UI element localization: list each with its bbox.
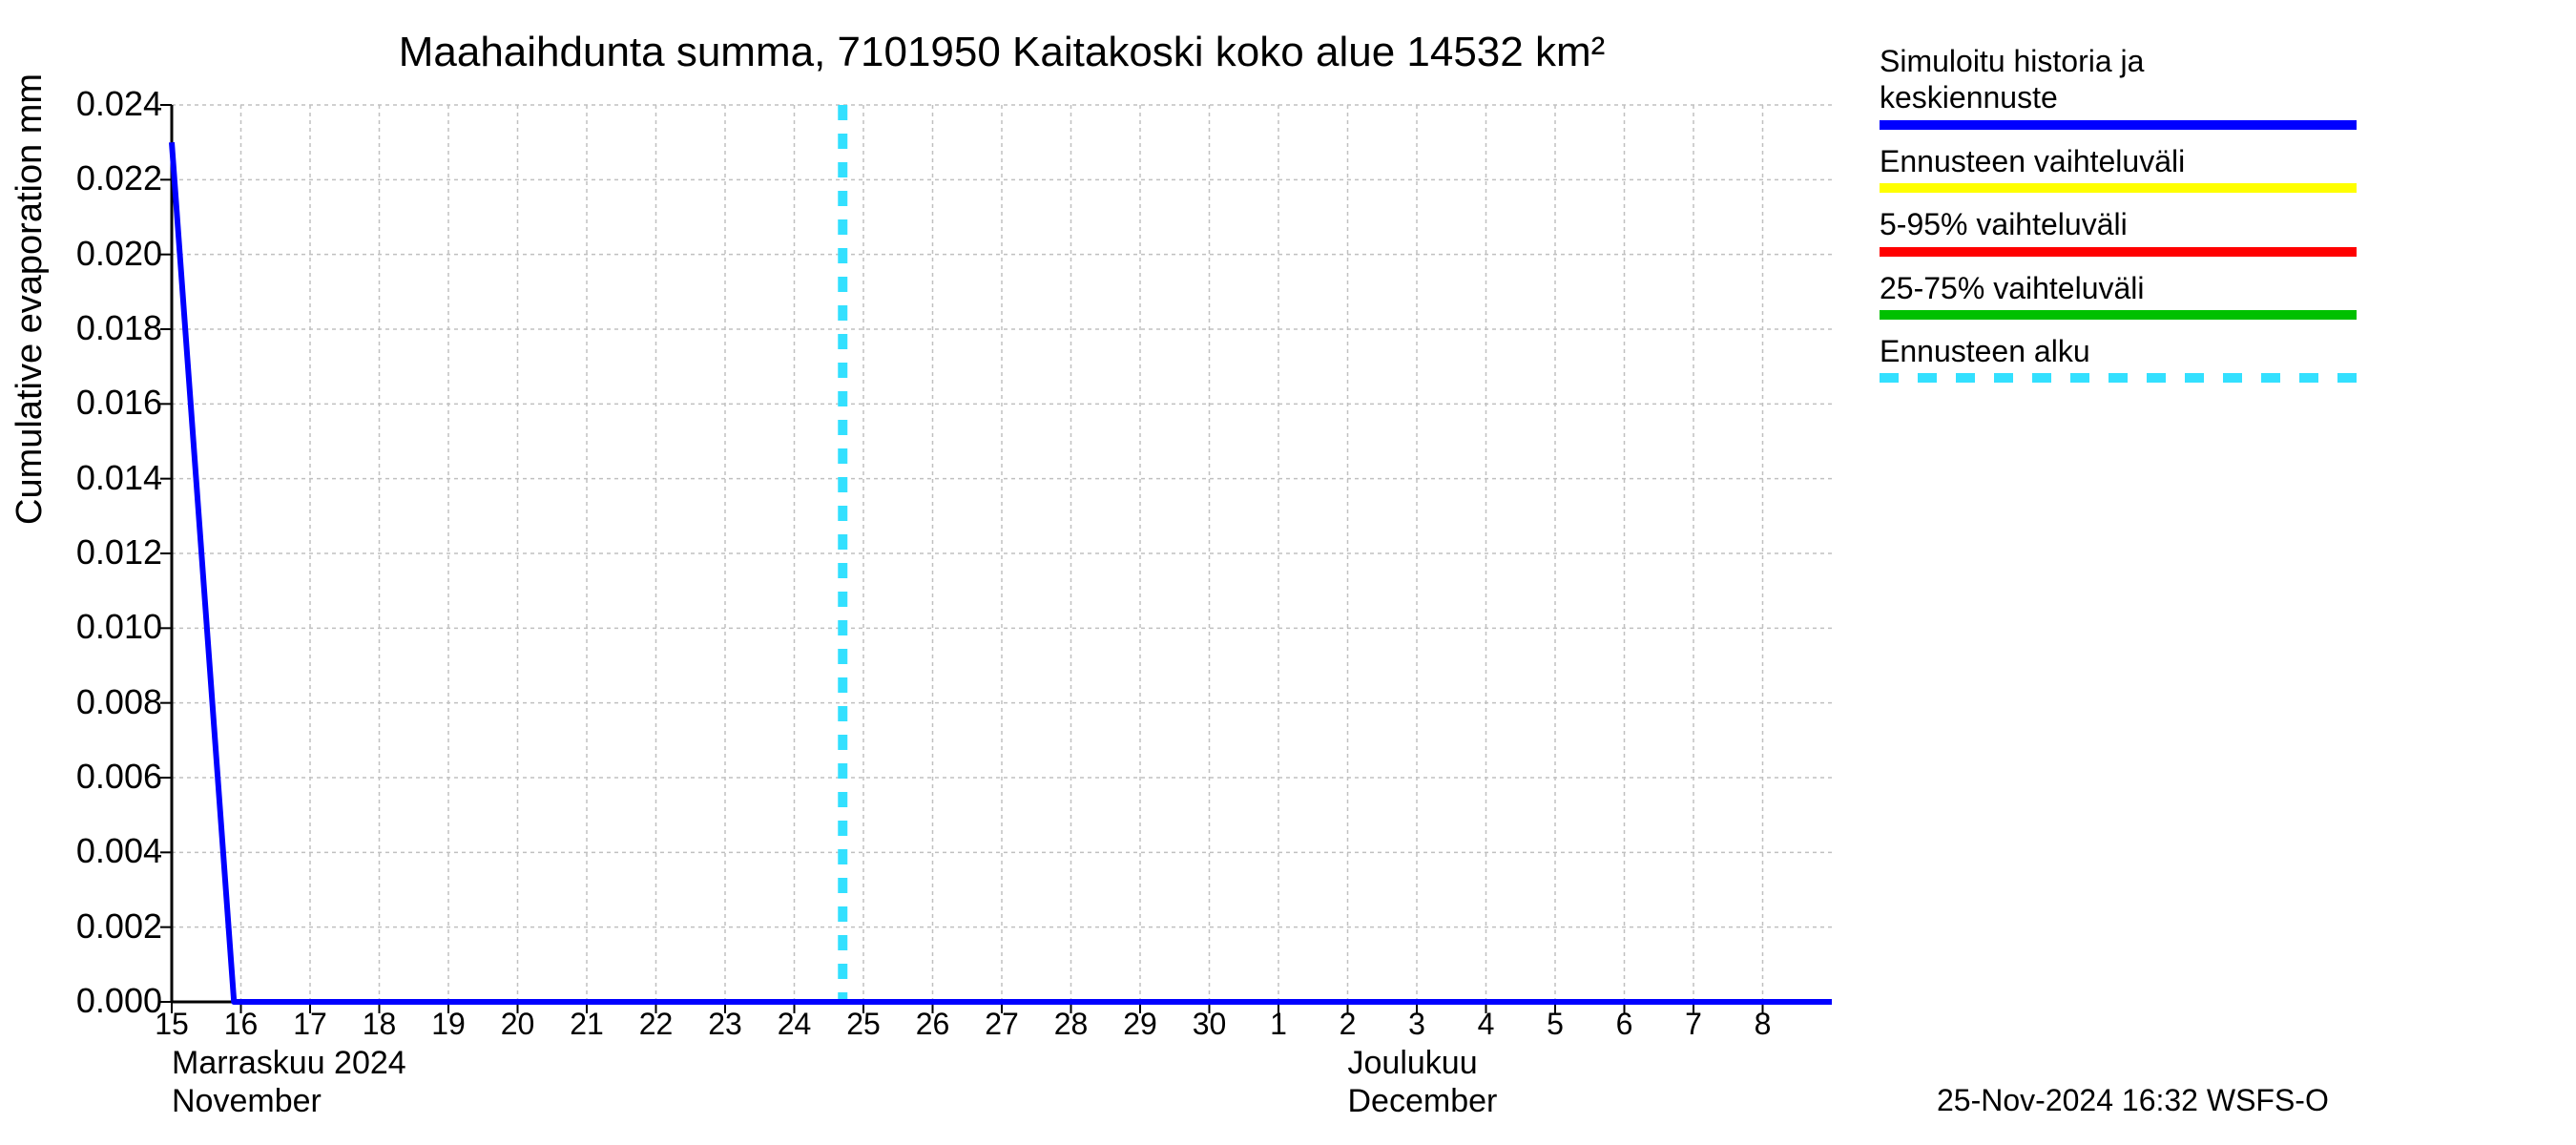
x-tick-label: 18 — [363, 1007, 397, 1042]
x-tick-label: 17 — [293, 1007, 327, 1042]
chart-container: Maahaihdunta summa, 7101950 Kaitakoski k… — [0, 0, 2576, 1145]
legend-entry: Ennusteen alku — [1880, 333, 2376, 383]
x-tick-label: 6 — [1616, 1007, 1633, 1042]
legend-entry: 25-75% vaihteluväli — [1880, 270, 2376, 320]
x-group1-bottom: November — [172, 1083, 322, 1120]
y-tick-label: 0.000 — [19, 981, 162, 1021]
legend-label: 25-75% vaihteluväli — [1880, 270, 2376, 306]
legend-swatch — [1880, 247, 2357, 257]
x-tick-label: 1 — [1270, 1007, 1287, 1042]
legend: Simuloitu historia jakeskiennuste Ennuste… — [1880, 43, 2376, 396]
x-tick-label: 28 — [1054, 1007, 1089, 1042]
footer-timestamp: 25-Nov-2024 16:32 WSFS-O — [1937, 1083, 2329, 1118]
legend-swatch — [1880, 310, 2357, 320]
x-tick-label: 24 — [778, 1007, 812, 1042]
x-tick-label: 27 — [985, 1007, 1019, 1042]
x-tick-label: 25 — [846, 1007, 881, 1042]
y-tick-label: 0.018 — [19, 308, 162, 348]
legend-swatch — [1880, 120, 2357, 130]
legend-label: 5-95% vaihteluväli — [1880, 206, 2376, 242]
legend-label: Simuloitu historia ja — [1880, 43, 2376, 79]
x-tick-label: 21 — [570, 1007, 604, 1042]
y-tick-label: 0.012 — [19, 532, 162, 572]
y-tick-label: 0.016 — [19, 383, 162, 423]
x-tick-label: 22 — [639, 1007, 674, 1042]
x-tick-label: 2 — [1340, 1007, 1357, 1042]
y-tick-label: 0.024 — [19, 84, 162, 124]
legend-label: Ennusteen vaihteluväli — [1880, 143, 2376, 179]
x-tick-label: 23 — [708, 1007, 742, 1042]
legend-label: keskiennuste — [1880, 79, 2376, 115]
x-tick-label: 19 — [431, 1007, 466, 1042]
y-tick-label: 0.014 — [19, 458, 162, 498]
x-tick-label: 29 — [1123, 1007, 1157, 1042]
x-tick-label: 15 — [155, 1007, 189, 1042]
legend-entry: Ennusteen vaihteluväli — [1880, 143, 2376, 193]
legend-label: Ennusteen alku — [1880, 333, 2376, 369]
x-tick-label: 7 — [1685, 1007, 1702, 1042]
plot-svg — [158, 101, 1836, 1029]
x-tick-label: 16 — [224, 1007, 259, 1042]
x-group1-top: Marraskuu 2024 — [172, 1045, 406, 1082]
x-tick-label: 3 — [1408, 1007, 1425, 1042]
x-tick-label: 4 — [1478, 1007, 1495, 1042]
x-tick-label: 20 — [501, 1007, 535, 1042]
legend-swatch — [1880, 373, 2357, 383]
y-tick-label: 0.008 — [19, 682, 162, 722]
y-tick-label: 0.020 — [19, 234, 162, 274]
x-tick-label: 8 — [1755, 1007, 1772, 1042]
y-tick-label: 0.004 — [19, 831, 162, 871]
legend-swatch — [1880, 183, 2357, 193]
legend-entry: Simuloitu historia jakeskiennuste — [1880, 43, 2376, 130]
x-tick-label: 30 — [1193, 1007, 1227, 1042]
y-tick-label: 0.006 — [19, 757, 162, 797]
x-group2-bottom: December — [1348, 1083, 1498, 1120]
chart-title: Maahaihdunta summa, 7101950 Kaitakoski k… — [172, 29, 1832, 76]
y-tick-label: 0.002 — [19, 906, 162, 947]
plot-area — [172, 105, 1832, 1002]
x-tick-label: 26 — [916, 1007, 950, 1042]
x-group2-top: Joulukuu — [1348, 1045, 1478, 1082]
x-tick-label: 5 — [1547, 1007, 1564, 1042]
legend-entry: 5-95% vaihteluväli — [1880, 206, 2376, 256]
y-tick-label: 0.010 — [19, 607, 162, 647]
y-tick-label: 0.022 — [19, 158, 162, 198]
